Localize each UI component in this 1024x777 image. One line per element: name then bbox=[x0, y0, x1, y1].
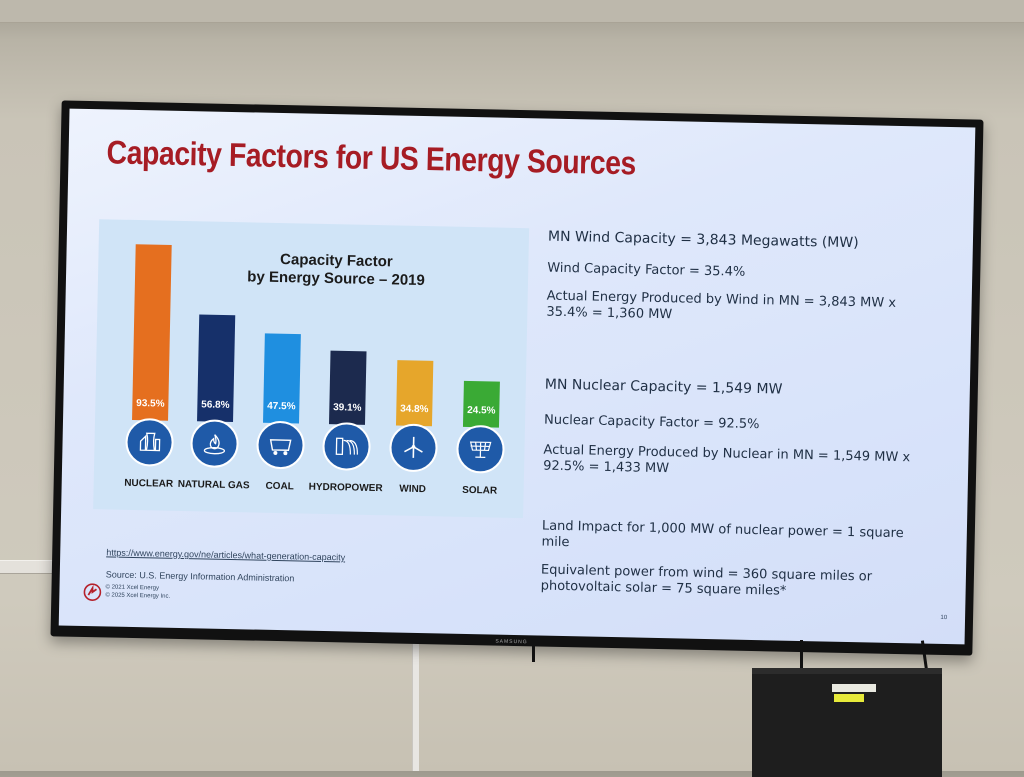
bar-chart: 93.5% NUCLEAR 56.8% NATURAL GAS 47.5% COAL 39.… bbox=[124, 244, 505, 497]
nuclear-plant-icon bbox=[139, 432, 161, 452]
slide: Capacity Factors for US Energy Sources 9… bbox=[58, 108, 976, 645]
fact-equivalent-power: Equivalent power from wind = 360 square … bbox=[540, 562, 873, 599]
fact-nuclear-energy: Actual Energy Produced by Nuclear in MN … bbox=[543, 442, 911, 477]
chart-title: Capacity Factor by Energy Source – 2019 bbox=[226, 250, 447, 291]
bar-coal bbox=[263, 333, 301, 424]
fact-wind-capacity: MN Wind Capacity = 3,843 Megawatts (MW) bbox=[547, 228, 859, 252]
copyright-line2: © 2025 Xcel Energy Inc. bbox=[105, 592, 171, 600]
slide-title: Capacity Factors for US Energy Sources bbox=[106, 133, 637, 182]
bar-hydropower bbox=[328, 350, 367, 425]
solar-panel-icon bbox=[469, 441, 492, 458]
wind-turbine-icon bbox=[404, 436, 423, 458]
icon-circle bbox=[125, 418, 174, 467]
ceiling bbox=[0, 0, 1024, 23]
copyright: © 2021 Xcel Energy © 2025 Xcel Energy In… bbox=[105, 583, 170, 600]
value-label: 39.1% bbox=[333, 402, 362, 414]
value-label: 47.5% bbox=[267, 401, 296, 413]
source-note: Source: U.S. Energy Information Administ… bbox=[105, 569, 295, 584]
coal-cart-icon bbox=[269, 439, 292, 456]
source-link[interactable]: https://www.energy.gov/ne/articles/what-… bbox=[106, 547, 346, 563]
tv-screen: Capacity Factors for US Energy Sources 9… bbox=[50, 100, 984, 656]
device-tag bbox=[834, 694, 864, 702]
fact-nuclear-capacity: MN Nuclear Capacity = 1,549 MW bbox=[544, 376, 783, 398]
fact-wind-energy: Actual Energy Produced by Wind in MN = 3… bbox=[546, 288, 897, 323]
slide-number: 10 bbox=[940, 614, 948, 622]
hub-cord-left bbox=[800, 640, 803, 670]
category-label: SOLAR bbox=[462, 485, 498, 497]
category-label: NUCLEAR bbox=[124, 478, 174, 490]
bar-natural-gas bbox=[197, 314, 236, 423]
wall-pipe bbox=[0, 560, 60, 574]
category-label: NATURAL GAS bbox=[178, 479, 250, 492]
facts-panel: MN Wind Capacity = 3,843 Megawatts (MW) … bbox=[540, 229, 928, 599]
bar-wind bbox=[395, 360, 434, 427]
tv-brand: SAMSUNG bbox=[495, 638, 528, 646]
bar-nuclear bbox=[132, 244, 172, 421]
flame-icon bbox=[203, 434, 226, 455]
category-label: WIND bbox=[399, 484, 426, 496]
tv-power-cord bbox=[532, 640, 535, 662]
value-label: 34.8% bbox=[400, 404, 429, 416]
icon-circle bbox=[256, 421, 305, 470]
dam-icon bbox=[335, 437, 358, 456]
category-label: HYDROPOWER bbox=[309, 482, 384, 495]
chart-panel: 93.5% NUCLEAR 56.8% NATURAL GAS 47.5% COAL 39.… bbox=[93, 219, 530, 519]
category-label: COAL bbox=[265, 481, 294, 493]
fact-wind-capacity-factor: Wind Capacity Factor = 35.4% bbox=[547, 260, 746, 280]
fact-land-impact: Land Impact for 1,000 MW of nuclear powe… bbox=[541, 518, 904, 551]
device-label bbox=[832, 684, 876, 692]
xcel-logo-icon bbox=[83, 583, 102, 601]
value-label: 56.8% bbox=[201, 399, 230, 411]
wall-cable bbox=[412, 642, 419, 771]
wall-device bbox=[752, 668, 942, 777]
icon-circle bbox=[322, 422, 371, 471]
value-label: 93.5% bbox=[136, 398, 165, 410]
fact-nuclear-capacity-factor: Nuclear Capacity Factor = 92.5% bbox=[543, 412, 760, 433]
value-label: 24.5% bbox=[467, 405, 496, 417]
bar-solar bbox=[462, 380, 500, 428]
